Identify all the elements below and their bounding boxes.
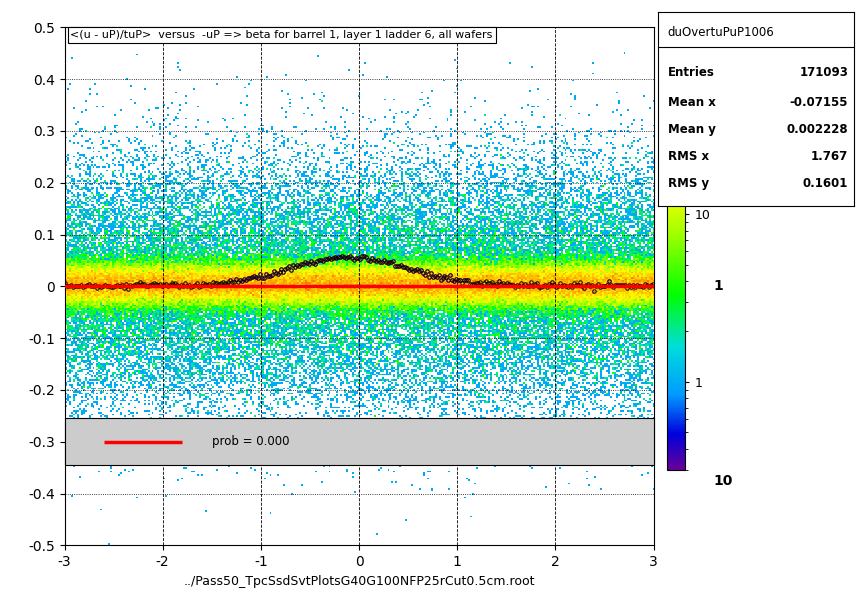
Text: 1.767: 1.767: [811, 150, 848, 163]
Text: 10: 10: [714, 474, 734, 488]
Text: -0.07155: -0.07155: [789, 96, 848, 108]
Text: 0.1601: 0.1601: [802, 177, 848, 190]
Text: RMS x: RMS x: [667, 150, 709, 163]
Bar: [64, 419, 654, 465]
Text: 1: 1: [714, 279, 723, 293]
Text: 171093: 171093: [799, 67, 848, 79]
Text: 0.002228: 0.002228: [787, 122, 848, 136]
X-axis label: ../Pass50_TpcSsdSvtPlotsG40G100NFP25rCut0.5cm.root: ../Pass50_TpcSsdSvtPlotsG40G100NFP25rCut…: [183, 574, 535, 588]
Text: prob = 0.000: prob = 0.000: [212, 435, 289, 448]
Text: <(u - uP)/tuP>  versus  -uP => beta for barrel 1, layer 1 ladder 6, all wafers: <(u - uP)/tuP> versus -uP => beta for ba…: [71, 30, 493, 40]
Text: RMS y: RMS y: [667, 177, 709, 190]
Text: Mean y: Mean y: [667, 122, 716, 136]
Text: 10: 10: [714, 15, 734, 29]
Text: Entries: Entries: [667, 67, 715, 79]
Text: Mean x: Mean x: [667, 96, 716, 108]
Text: duOvertuPuP1006: duOvertuPuP1006: [667, 25, 775, 39]
